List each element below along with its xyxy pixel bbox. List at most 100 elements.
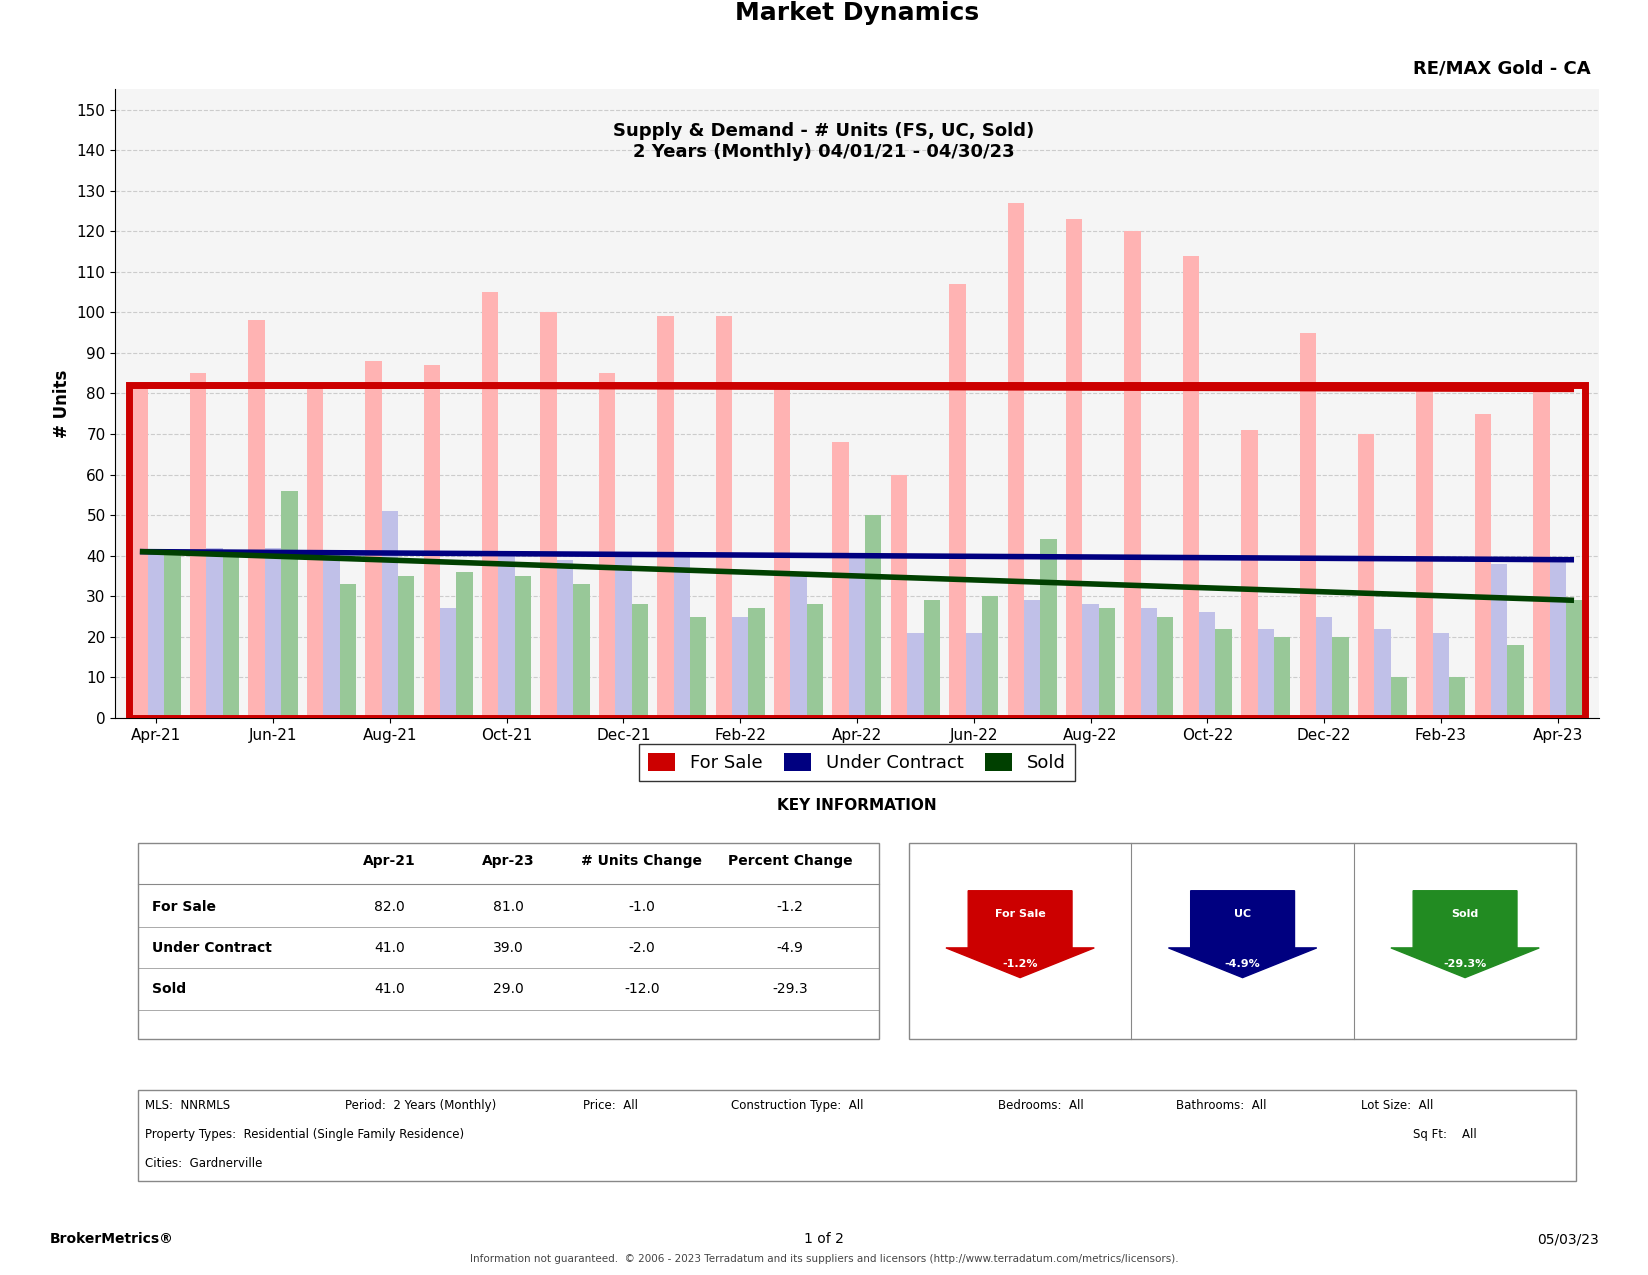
Text: -29.3%: -29.3% bbox=[1444, 959, 1486, 969]
Bar bbox=[1549, 560, 1566, 718]
Text: 39.0: 39.0 bbox=[493, 941, 524, 955]
Bar bbox=[892, 474, 906, 718]
Text: For Sale: For Sale bbox=[995, 909, 1045, 918]
Bar bbox=[923, 601, 939, 718]
Bar bbox=[1274, 636, 1290, 718]
Text: 1 of 2: 1 of 2 bbox=[804, 1232, 844, 1246]
Text: BrokerMetrics®: BrokerMetrics® bbox=[49, 1232, 173, 1246]
Bar bbox=[906, 632, 923, 718]
Bar bbox=[748, 608, 765, 718]
Text: 41.0: 41.0 bbox=[374, 941, 405, 955]
Bar bbox=[1491, 564, 1508, 718]
Bar bbox=[631, 604, 648, 718]
Bar bbox=[775, 385, 791, 718]
Text: -1.0: -1.0 bbox=[628, 900, 656, 914]
Text: Property Types:  Residential (Single Family Residence): Property Types: Residential (Single Fami… bbox=[145, 1128, 465, 1141]
Bar bbox=[1449, 677, 1465, 718]
Bar bbox=[849, 556, 865, 718]
Text: -4.9%: -4.9% bbox=[1224, 959, 1261, 969]
Bar bbox=[1124, 231, 1140, 718]
Text: -4.9: -4.9 bbox=[776, 941, 804, 955]
Bar bbox=[949, 284, 966, 718]
Bar bbox=[1083, 604, 1099, 718]
Text: Period:  2 Years (Monthly): Period: 2 Years (Monthly) bbox=[344, 1099, 496, 1112]
Bar bbox=[1140, 608, 1157, 718]
Bar bbox=[615, 556, 631, 718]
Bar bbox=[130, 385, 1584, 718]
Text: 29.0: 29.0 bbox=[493, 982, 524, 996]
Bar bbox=[366, 361, 382, 718]
Bar bbox=[1533, 389, 1549, 718]
Text: Bedrooms:  All: Bedrooms: All bbox=[997, 1099, 1084, 1112]
FancyArrow shape bbox=[1168, 891, 1317, 978]
Text: KEY INFORMATION: KEY INFORMATION bbox=[778, 798, 936, 813]
Bar bbox=[382, 511, 397, 718]
Bar bbox=[148, 552, 165, 718]
Text: 82.0: 82.0 bbox=[374, 900, 405, 914]
Bar bbox=[1566, 601, 1582, 718]
Bar bbox=[715, 316, 732, 718]
Bar bbox=[456, 572, 473, 718]
Bar bbox=[1023, 601, 1040, 718]
Bar bbox=[674, 556, 691, 718]
Bar bbox=[658, 316, 674, 718]
Bar bbox=[137, 1090, 1575, 1181]
Y-axis label: # Units: # Units bbox=[53, 370, 71, 437]
Bar bbox=[1007, 203, 1023, 718]
Bar bbox=[1508, 645, 1524, 718]
Text: -1.2: -1.2 bbox=[776, 900, 804, 914]
Bar bbox=[574, 584, 590, 718]
Text: UC: UC bbox=[1234, 909, 1251, 918]
Text: Construction Type:  All: Construction Type: All bbox=[730, 1099, 864, 1112]
Bar bbox=[190, 374, 206, 718]
Bar bbox=[1332, 636, 1348, 718]
Bar bbox=[1317, 617, 1332, 718]
Bar bbox=[249, 320, 265, 718]
Bar bbox=[498, 556, 514, 718]
Text: Information not guaranteed.  © 2006 - 2023 Terradatum and its suppliers and lice: Information not guaranteed. © 2006 - 202… bbox=[470, 1255, 1178, 1265]
Text: -29.3: -29.3 bbox=[773, 982, 808, 996]
Text: Sold: Sold bbox=[1452, 909, 1478, 918]
Bar bbox=[222, 556, 239, 718]
Text: Bathrooms:  All: Bathrooms: All bbox=[1175, 1099, 1266, 1112]
Bar bbox=[1358, 434, 1374, 718]
Bar bbox=[791, 572, 808, 718]
Bar bbox=[557, 560, 574, 718]
Text: -12.0: -12.0 bbox=[625, 982, 659, 996]
Bar bbox=[541, 312, 557, 718]
Bar bbox=[282, 491, 298, 718]
Bar bbox=[1099, 608, 1116, 718]
Bar bbox=[1374, 629, 1391, 718]
Text: # Units Change: # Units Change bbox=[582, 854, 702, 868]
Text: 41.0: 41.0 bbox=[374, 982, 405, 996]
Bar bbox=[1183, 255, 1200, 718]
Text: Lot Size:  All: Lot Size: All bbox=[1361, 1099, 1434, 1112]
Bar bbox=[832, 442, 849, 718]
Bar bbox=[1200, 612, 1216, 718]
Bar bbox=[514, 576, 531, 718]
Title: Market Dynamics: Market Dynamics bbox=[735, 1, 979, 24]
Bar bbox=[808, 604, 822, 718]
Text: Percent Change: Percent Change bbox=[728, 854, 852, 868]
Bar bbox=[598, 374, 615, 718]
Text: For Sale: For Sale bbox=[152, 900, 216, 914]
Bar bbox=[732, 617, 748, 718]
Bar bbox=[1066, 219, 1083, 718]
Bar bbox=[1216, 629, 1231, 718]
Bar bbox=[865, 515, 882, 718]
Text: MLS:  NNRMLS: MLS: NNRMLS bbox=[145, 1099, 231, 1112]
Text: Cities:  Gardnerville: Cities: Gardnerville bbox=[145, 1156, 262, 1169]
Bar bbox=[323, 552, 339, 718]
Bar bbox=[1157, 617, 1173, 718]
Text: -2.0: -2.0 bbox=[628, 941, 656, 955]
Bar bbox=[424, 365, 440, 718]
Bar bbox=[1040, 539, 1056, 718]
FancyArrow shape bbox=[946, 891, 1094, 978]
Bar bbox=[1257, 629, 1274, 718]
Bar bbox=[1391, 677, 1407, 718]
Text: Price:  All: Price: All bbox=[583, 1099, 638, 1112]
Text: Apr-23: Apr-23 bbox=[483, 854, 534, 868]
Bar bbox=[1475, 413, 1491, 718]
Text: 81.0: 81.0 bbox=[493, 900, 524, 914]
Bar bbox=[397, 576, 414, 718]
